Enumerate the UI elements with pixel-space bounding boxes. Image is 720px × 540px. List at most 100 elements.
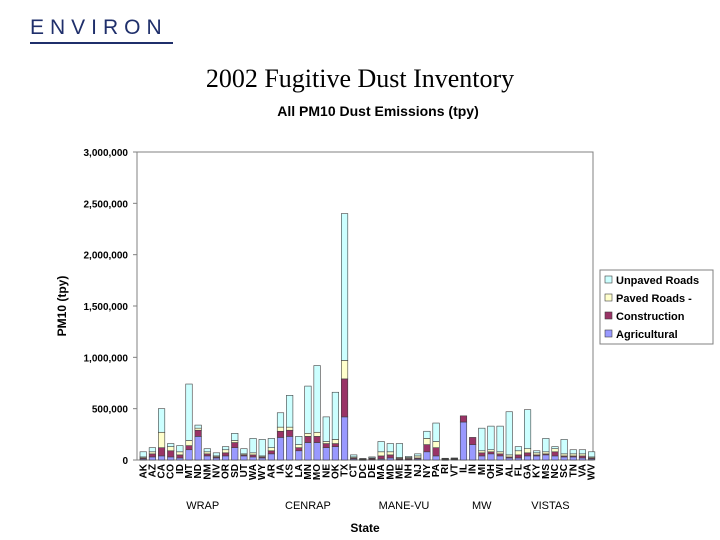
bar-segment-ri <box>441 457 449 460</box>
x-tick-label: MN <box>303 464 314 480</box>
x-axis-label: State <box>350 521 380 535</box>
bar-segment-ar <box>267 447 275 452</box>
bar-segment-ca <box>158 447 166 457</box>
bar-segment-ga <box>523 452 532 457</box>
bar-segment-ms <box>542 451 550 455</box>
bar-segment-ia <box>276 426 285 432</box>
bar-segment-id <box>176 445 184 453</box>
bar-segment-wa <box>249 454 257 458</box>
bar-segment-sd <box>231 442 239 448</box>
bar-segment-ok <box>331 391 339 440</box>
bar-segment-ar <box>267 453 275 461</box>
bar-segment-nd <box>194 427 202 431</box>
x-tick-label: CA <box>157 464 168 478</box>
x-tick-label: NM <box>202 464 213 480</box>
x-tick-label: KY <box>532 464 543 478</box>
bar-segment-ga <box>523 409 532 450</box>
x-tick-label: AR <box>266 463 277 478</box>
y-axis: 0 500,000 1,000,000 1,500,000 2,000,000 2,500… <box>84 148 137 467</box>
bar-segment-ia <box>276 430 285 438</box>
x-tick-label: WY <box>257 464 268 480</box>
region-label: CENRAP <box>285 500 331 512</box>
bar-segment-tn <box>569 453 577 457</box>
y-tick-label: 2,500,000 <box>84 199 129 210</box>
bar-segment-ca <box>158 455 166 461</box>
bar-segment-ok <box>331 446 339 461</box>
y-tick-label: 3,000,000 <box>84 148 129 159</box>
bar-segment-mt <box>185 383 193 441</box>
bar-segment-ks <box>286 436 294 461</box>
legend-label: Paved Roads - <box>616 293 692 305</box>
bar-segment-mi <box>478 450 486 454</box>
bar-segment-ut <box>240 455 248 461</box>
bar-segment-az <box>148 456 156 461</box>
bar-segment-wa <box>249 438 257 454</box>
bar-segment-ny <box>423 444 431 453</box>
bar-segment-mt <box>185 449 193 461</box>
bar-segment-ok <box>331 443 339 447</box>
x-tick-label: MA <box>376 464 387 480</box>
x-tick-label: NY <box>422 464 433 478</box>
chart-title: All PM10 Dust Emissions (tpy) <box>277 103 478 119</box>
x-tick-label: NC <box>550 464 561 478</box>
region-label: MW <box>472 500 492 512</box>
x-tick-label: PA <box>431 464 442 477</box>
bar-segment-mo <box>313 436 321 443</box>
bar-segment-ar <box>267 438 275 448</box>
y-tick-label: 1,500,000 <box>84 302 129 313</box>
x-tick-label: GA <box>523 464 534 479</box>
bar-segment-fl <box>514 454 522 459</box>
bar-segment-tx <box>340 416 349 461</box>
bar-segment-nd <box>194 436 202 461</box>
bar-segment-in <box>469 437 477 445</box>
bar-segment-ks <box>286 426 294 431</box>
bar-segment-pa <box>432 447 440 457</box>
bar-segment-me <box>395 443 404 458</box>
bar-segment-la <box>295 450 303 461</box>
bar-segment-nh <box>405 456 413 458</box>
bar-segment-de <box>368 456 376 459</box>
x-tick-label: KS <box>285 464 296 478</box>
x-tick-label: MS <box>541 464 552 479</box>
bar-segment-mi <box>478 455 486 461</box>
bar-segment-or <box>222 452 230 457</box>
x-tick-label: WV <box>587 464 598 480</box>
bar-segment-sd <box>231 447 239 461</box>
bar-segment-or <box>222 446 230 451</box>
bar-segment-nd <box>194 424 202 429</box>
x-tick-label: IL <box>459 464 470 473</box>
bar-segment-tx <box>340 360 349 380</box>
bar-segment-pa <box>432 441 440 448</box>
bar-segment-id <box>176 454 184 459</box>
bar-segment-oh <box>487 453 495 461</box>
bar-segment-ga <box>523 448 532 454</box>
x-tick-label: MD <box>385 464 396 480</box>
bar-segment-mi <box>478 427 486 452</box>
bar-segment-ak <box>139 451 147 458</box>
x-tick-label: ME <box>394 464 405 479</box>
bar-segment-ms <box>542 454 550 461</box>
bar-segment-pa <box>432 422 440 442</box>
bar-segment-tn <box>569 456 577 461</box>
bar-segment-ks <box>286 429 294 437</box>
bar-segment-mi <box>478 452 486 457</box>
x-tick-label: LA <box>294 464 305 477</box>
x-tick-label: SC <box>559 464 570 478</box>
bar-segment-ia <box>276 412 285 428</box>
bar-segment-or <box>222 449 230 454</box>
x-tick-label: NJ <box>413 464 424 477</box>
bar-segment-oh <box>487 451 495 455</box>
x-tick-label: OK <box>330 463 341 479</box>
bar-segment-sd <box>231 433 239 441</box>
x-tick-label: AZ <box>147 464 158 477</box>
x-tick-label: UT <box>239 464 250 477</box>
x-tick-label: IN <box>468 464 479 474</box>
x-tick-label: VT <box>449 464 460 477</box>
bar-segment-nm <box>203 448 211 453</box>
bar-segment-la <box>295 436 303 445</box>
bar-segment-wv <box>588 451 596 458</box>
x-tick-label: DC <box>358 464 369 478</box>
bar-segment-wi <box>496 453 504 457</box>
bar-segment-vt <box>450 457 458 459</box>
bar-segment-co <box>167 456 175 461</box>
